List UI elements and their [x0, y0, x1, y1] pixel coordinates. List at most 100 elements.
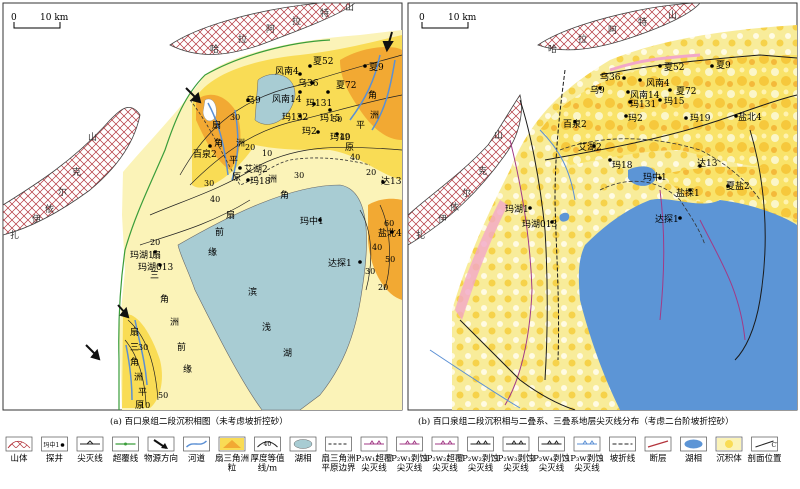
scale-dist: 10 km	[40, 13, 69, 23]
well-icon: 玛中1 探井	[41, 436, 68, 464]
well-lab: 玛湖013	[138, 262, 173, 273]
well-lab: 盐北4	[378, 227, 402, 239]
well-lab: 夏盐2	[726, 180, 750, 192]
legend-label: 尖灭线	[432, 463, 458, 474]
well-lab: 玛湖013	[522, 219, 557, 230]
well-lab: 玛19	[690, 113, 711, 124]
mountain-west	[2, 106, 141, 236]
overlap-line-icon: 超覆线	[112, 436, 139, 464]
mtn-lab: 山	[345, 2, 354, 13]
legend-label: 尖灭线	[397, 463, 423, 474]
facies-lab: 洲	[268, 174, 277, 185]
well-lab: 百泉2	[563, 118, 587, 130]
source-arrows	[85, 31, 394, 361]
mtn-lab: 扎	[10, 229, 19, 241]
well-lab: 夏52	[313, 56, 333, 67]
facies-lab: 缘	[183, 363, 192, 375]
facies-lab: 前	[177, 341, 186, 353]
slope-break-icon: 坡折线	[609, 436, 636, 464]
well-lab: 玛中1	[300, 215, 324, 227]
legend-label: 湖相	[294, 453, 311, 464]
well-lab: 玛18	[250, 176, 271, 187]
scale-dist: 10 km	[448, 13, 477, 23]
well-lab: 乌36	[600, 71, 621, 83]
mtn-lab: 山	[668, 10, 677, 21]
legend-label: P₂w₄剥蚀	[533, 453, 570, 464]
contour-lab: 50	[385, 255, 395, 264]
facies-lab: 扇	[152, 249, 161, 261]
mountain-labels-b: 哈 拉 阿 特 山 扎 伊 尔 山 依 克	[416, 10, 677, 241]
legend-label: P₂w₃剥蚀	[498, 453, 535, 464]
well-lab: 百泉2	[193, 148, 217, 160]
well-lab: 夏52	[664, 62, 684, 73]
contour-lab: 10	[262, 149, 272, 158]
caption-b: (b) 百口泉组二段沉积相与二叠系、三叠系地层尖灭线分布（考虑二台阶坡折控砂）	[418, 415, 734, 427]
mtn-lab: 扎	[416, 229, 425, 241]
source-arrow-icon: 物源方向	[144, 436, 178, 464]
river-channels	[125, 54, 396, 401]
facies-lab: 原	[345, 142, 354, 153]
well-lab: 玛2	[302, 126, 317, 137]
well-lab: 达探1	[655, 213, 679, 225]
facies-lab: 滨	[248, 286, 257, 298]
facies-lab: 洲	[170, 317, 179, 328]
well-lab: 风南4	[646, 77, 670, 89]
well-lab: 风南4	[275, 65, 299, 77]
mtn-lab: 山	[88, 132, 97, 143]
well-lab: 达13	[381, 175, 402, 187]
facies-lab: 原	[232, 172, 241, 183]
mtn-lab: 依	[450, 201, 459, 213]
mountain-icon: 山体	[5, 436, 33, 464]
well-lab: 夏9	[716, 60, 731, 71]
mtn-lab: 依	[45, 203, 54, 215]
mtn-lab: 特	[638, 16, 647, 28]
facies-lab: 平	[356, 120, 365, 131]
fault-icon: 断层	[644, 436, 672, 464]
facies-lab: 洲	[370, 110, 379, 121]
contour-lab: 20	[150, 238, 160, 247]
well-lab: 风南14	[272, 93, 302, 105]
facies-lab: 洲	[236, 138, 245, 149]
lake-icon: 湖相	[680, 436, 707, 464]
contour-lab: 50	[158, 391, 168, 400]
contour-lab: 30	[365, 267, 375, 276]
well-lab: 艾湖2	[578, 142, 602, 153]
contour-lab: 40	[340, 133, 350, 142]
contour-lab: 20	[366, 168, 376, 177]
well-lab: 艾湖2	[244, 164, 268, 175]
mtn-lab: 尔	[58, 186, 67, 198]
legend-label: 山体	[10, 453, 28, 464]
well-lab: 风南14	[630, 89, 660, 101]
legend-label: P₂w₁超覆	[356, 453, 393, 464]
mtn-lab: 阿	[266, 24, 275, 35]
legend-label: P₃w剥蚀	[570, 453, 604, 464]
mtn-lab: 哈	[548, 43, 557, 55]
facies-lab: 扇	[226, 209, 235, 221]
legend-label: 尖灭线	[539, 463, 565, 474]
contour-lab: 40	[350, 153, 360, 162]
facies-lab: 角	[280, 189, 289, 201]
legend-label: 尖灭线	[468, 463, 494, 474]
scale-zero: 0	[419, 13, 425, 23]
river-icon: 河道	[183, 436, 210, 464]
contour-lab: 60	[384, 219, 394, 228]
well-lab: 玛湖1	[505, 204, 529, 215]
lake-b	[578, 198, 797, 410]
contour-labels-a: 30 20 10 30 40 50 40 40 20 30 20 40 50 3…	[138, 113, 395, 410]
mountain-north	[169, 2, 357, 55]
svg-text:C′: C′	[772, 442, 779, 449]
contour-lab: 50	[332, 115, 342, 124]
caption-a: (a) 百口泉组二段沉积相图（未考虑坡折控砂）	[110, 415, 288, 427]
mtn-lab: 尔	[462, 187, 471, 199]
well-lab: 玛15	[320, 113, 341, 124]
legend-label: 扇三角洲	[321, 453, 355, 464]
scale-zero: 0	[11, 13, 17, 23]
